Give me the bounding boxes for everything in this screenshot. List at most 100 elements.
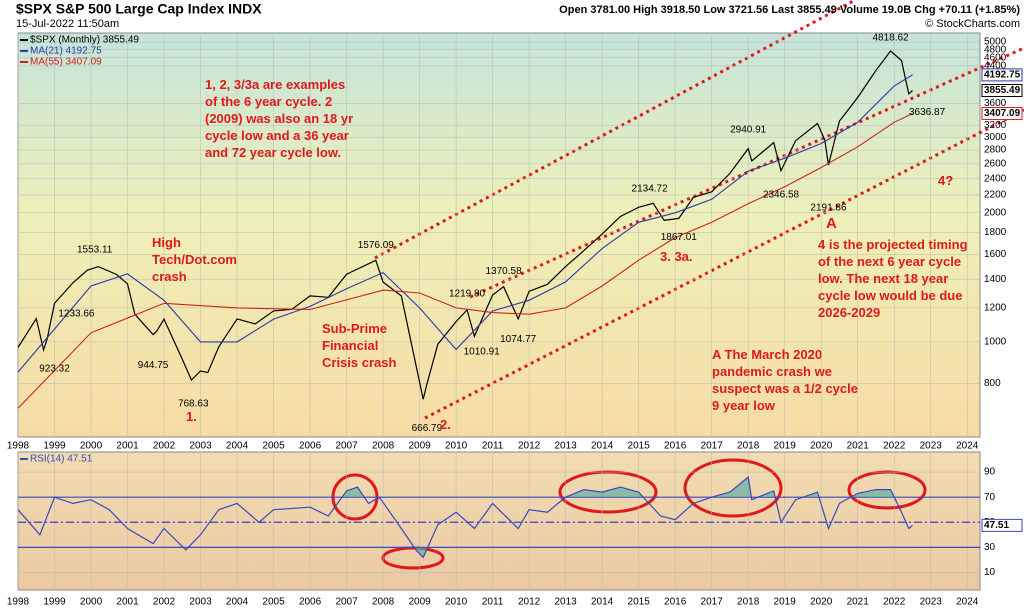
y-tick-label: 1800 <box>984 227 1007 238</box>
legend-label: RSI(14) 47.51 <box>30 454 93 465</box>
extreme-label: 1219.80 <box>449 288 486 299</box>
x-tick-label: 2004 <box>226 597 249 608</box>
extreme-label: 1867.01 <box>661 232 698 243</box>
x-tick-label: 2019 <box>774 597 797 608</box>
value-box-label: 3407.09 <box>984 108 1021 119</box>
annotation: Sub-Prime Financial Crisis crash <box>322 321 396 370</box>
x-tick-label: 2001 <box>116 441 139 452</box>
x-tick-label: 2007 <box>335 597 358 608</box>
y-tick-label: 800 <box>984 378 1001 389</box>
annotation: 4 is the projected timing of the next 6 y… <box>818 237 968 320</box>
x-tick-label: 1998 <box>7 597 30 608</box>
quote: Open 3781.00 High 3918.50 Low 3721.56 La… <box>559 4 1020 16</box>
price-panel <box>17 32 981 438</box>
x-tick-label: 2007 <box>335 441 358 452</box>
series-line <box>17 475 913 559</box>
y-tick-label: 3600 <box>984 98 1007 109</box>
annotation-line: cycle low would be due <box>818 288 962 303</box>
x-tick-label: 2024 <box>956 597 979 608</box>
credit: © StockCharts.com <box>925 18 1020 30</box>
y-tick-label: 1600 <box>984 249 1007 260</box>
x-tick-label: 2006 <box>299 441 322 452</box>
x-tick-label: 2013 <box>555 597 578 608</box>
x-tick-label: 2012 <box>518 597 541 608</box>
series-line <box>17 74 913 373</box>
extreme-label: 1074.77 <box>500 334 537 345</box>
x-tick-label: 2014 <box>591 441 614 452</box>
annotation-line: low. The next 18 year <box>818 271 948 286</box>
series-line <box>17 50 913 400</box>
annotation-line: High <box>152 235 181 250</box>
x-tick-label: 2023 <box>920 597 943 608</box>
y-tick-label: 1400 <box>984 274 1007 285</box>
x-tick-label: 2023 <box>920 441 943 452</box>
x-tick-label: 2003 <box>189 441 212 452</box>
x-tick-label: 2003 <box>189 597 212 608</box>
annotation-line: cycle low and a 36 year <box>205 128 349 143</box>
y-tick-label: 2200 <box>984 190 1007 201</box>
legend-label: MA(55) 3407.09 <box>30 57 102 68</box>
extreme-label: 3636.87 <box>909 107 946 118</box>
legend-label: $SPX (Monthly) 3855.49 <box>30 35 139 46</box>
extreme-label: 2940.91 <box>730 125 767 136</box>
annotation-line: pandemic crash we <box>712 364 832 379</box>
x-tick-label: 2010 <box>445 597 468 608</box>
x-tick-label: 2019 <box>774 441 797 452</box>
annotation: 3. 3a. <box>660 249 693 264</box>
x-tick-label: 2008 <box>372 441 395 452</box>
x-tick-label: 2005 <box>262 597 285 608</box>
extreme-label: 1553.11 <box>77 244 113 255</box>
x-tick-label: 2000 <box>80 597 103 608</box>
annotation-line: of the next 6 year cycle <box>818 254 961 269</box>
annotation-line: suspect was a 1/2 cycle <box>712 381 858 396</box>
x-tick-label: 2004 <box>226 441 249 452</box>
annotation: A <box>826 215 837 232</box>
annotation-line: Tech/Dot.com <box>152 252 237 267</box>
y-tick-label: 4400 <box>984 61 1007 72</box>
annotation-line: A The March 2020 <box>712 347 822 362</box>
annotation-line: (2009) was also an 18 yr <box>205 111 353 126</box>
x-tick-label: 2018 <box>737 597 760 608</box>
y-tick-label: 2800 <box>984 145 1007 156</box>
value-box-label: 47.51 <box>984 520 1009 531</box>
y-tick-label: 2000 <box>984 207 1007 218</box>
x-tick-label: 2005 <box>262 441 285 452</box>
x-tick-label: 2017 <box>701 441 724 452</box>
annotation-line: 4 is the projected timing <box>818 237 968 252</box>
x-tick-label: 2015 <box>628 597 651 608</box>
x-tick-label: 2000 <box>80 441 103 452</box>
annotation-line: Financial <box>322 338 378 353</box>
annotation-line: 3. 3a. <box>660 249 693 264</box>
x-tick-label: 2012 <box>518 441 541 452</box>
x-tick-label: 2016 <box>664 441 687 452</box>
series-line <box>17 113 913 409</box>
annotation-line: and 72 year cycle low. <box>205 145 341 160</box>
x-tick-label: 2022 <box>883 441 906 452</box>
extreme-label: 666.79 <box>412 423 443 434</box>
annotation: 4? <box>938 173 953 188</box>
x-tick-label: 2014 <box>591 597 614 608</box>
x-tick-label: 2006 <box>299 597 322 608</box>
circle <box>683 458 783 518</box>
x-tick-label: 2010 <box>445 441 468 452</box>
extreme-label: 2134.72 <box>632 183 669 194</box>
chart-title: $SPX S&P 500 Large Cap Index INDX <box>16 1 262 17</box>
x-tick-label: 2009 <box>408 441 431 452</box>
value-box <box>981 84 1023 98</box>
extreme-label: 768.63 <box>178 399 209 410</box>
y-tick-label: 1000 <box>984 336 1007 347</box>
x-tick-label: 2008 <box>372 597 395 608</box>
x-tick-label: 1999 <box>43 597 66 608</box>
overbought-fill <box>342 477 895 498</box>
value-box-label: 3855.49 <box>984 85 1021 96</box>
y-tick-label: 30 <box>984 542 996 553</box>
x-tick-label: 2002 <box>153 597 176 608</box>
extreme-label: 1576.09 <box>358 240 395 251</box>
x-tick-label: 2009 <box>408 597 431 608</box>
annotation: 1. <box>186 409 197 424</box>
annotation: High Tech/Dot.com crash <box>152 235 237 284</box>
extreme-label: 1233.66 <box>58 308 95 319</box>
extreme-label: 944.75 <box>138 360 169 371</box>
x-tick-label: 2011 <box>482 441 504 452</box>
x-tick-label: 2024 <box>956 441 979 452</box>
